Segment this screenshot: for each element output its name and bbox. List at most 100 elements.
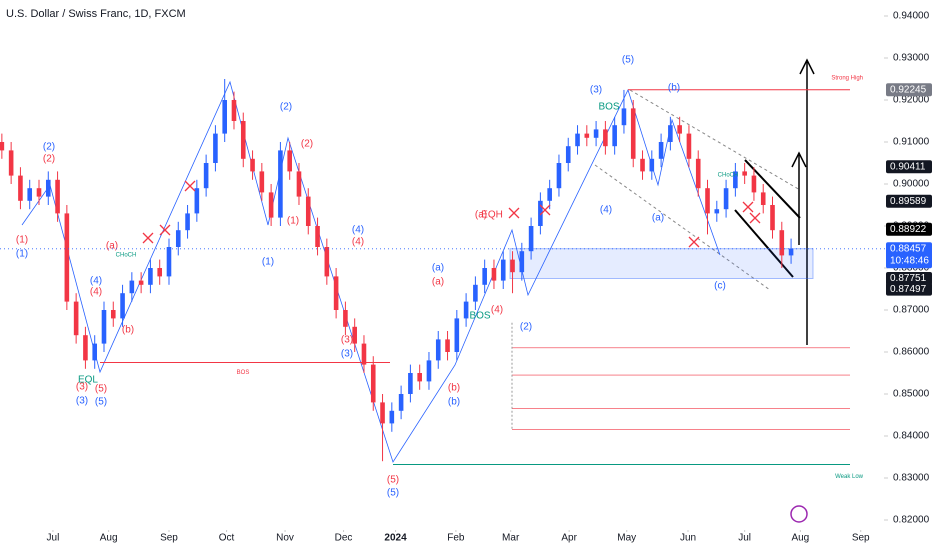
arrow-head	[799, 58, 815, 75]
price-tag	[886, 83, 932, 97]
wave-label: (3)	[590, 85, 602, 96]
x-tick-label: Aug	[791, 533, 809, 544]
candle-body	[370, 364, 376, 403]
wave-label: (b)	[668, 83, 680, 94]
y-tick-label: 0.82000	[893, 515, 930, 526]
candle-body	[473, 284, 478, 302]
candle-body	[380, 402, 385, 424]
candle-body	[649, 158, 655, 172]
x-mark	[159, 224, 171, 236]
wave-label: (4)	[90, 276, 102, 287]
candle-body	[788, 248, 794, 256]
candle-body	[454, 318, 460, 352]
candle-body	[315, 226, 320, 247]
wave-label: (a)	[652, 213, 664, 224]
level-label: Weak Low	[835, 474, 864, 480]
price-tag-label: 0.89589	[890, 196, 927, 207]
candle-body	[482, 268, 487, 285]
price-tag-label: 0.88922	[890, 224, 927, 235]
candle-body	[630, 108, 636, 159]
wave-label: (1)	[16, 249, 28, 260]
wave-label: (5)	[95, 397, 107, 408]
candle-body	[445, 339, 450, 352]
candle-body	[658, 142, 664, 159]
wave-label: BOS	[598, 102, 619, 113]
wave-label: (1)	[287, 216, 299, 227]
x-mark	[184, 180, 196, 192]
channel-line	[734, 209, 794, 278]
candle-body	[361, 343, 367, 365]
candle-body	[565, 146, 571, 163]
candle-body	[36, 188, 42, 197]
x-tick-label: Feb	[447, 533, 465, 544]
wave-label: (2)	[520, 322, 532, 333]
wave-label: (a)	[432, 263, 444, 274]
candle-body	[259, 171, 265, 193]
wave-label: (3)	[76, 382, 88, 393]
wave-label: CHoCH	[718, 173, 739, 179]
candle-body	[575, 133, 580, 147]
candle-body	[110, 310, 116, 319]
x-tick-label: Apr	[561, 533, 577, 544]
y-tick-label: 0.86000	[893, 347, 930, 358]
wave-label: CHoCH	[116, 253, 137, 259]
candle-body	[593, 129, 599, 138]
wave-label: (5)	[387, 475, 399, 486]
wave-label: (c)	[714, 281, 726, 292]
candle-body	[240, 121, 246, 159]
x-tick-label: Sep	[160, 533, 178, 544]
x-mark	[688, 236, 700, 248]
candle-body	[538, 200, 543, 226]
candle-body	[120, 293, 125, 319]
wave-label: (b)	[448, 397, 460, 408]
candle-body	[138, 280, 144, 285]
level-label: Strong High	[831, 75, 863, 81]
candle-body	[584, 133, 590, 138]
wave-label: (a)	[106, 241, 118, 252]
wave-label: (2)	[43, 154, 55, 165]
candle-body	[556, 163, 562, 189]
x-tick-label: Jul	[738, 533, 751, 544]
y-tick-label: 0.91000	[893, 137, 930, 148]
wave-label: (b)	[122, 325, 134, 336]
candle-body	[0, 142, 5, 151]
x-tick-label: Aug	[100, 533, 118, 544]
wave-label: (b)	[448, 383, 460, 394]
candle-body	[27, 188, 33, 201]
candle-body	[194, 188, 200, 214]
x-tick-label: Jul	[47, 533, 60, 544]
wave-label: EQL	[78, 375, 98, 386]
candle-body	[148, 268, 153, 285]
x-tick-label: Jun	[680, 533, 696, 544]
logo	[790, 505, 808, 523]
candle-body	[250, 158, 255, 172]
price-tag-label: 0.90411	[890, 161, 926, 172]
candle-body	[426, 360, 432, 382]
level-label: BOS	[237, 370, 250, 376]
x-tick-label: 2024	[384, 533, 407, 544]
candle-body	[714, 209, 720, 214]
candle-body	[500, 259, 506, 281]
price-tag	[886, 160, 932, 174]
candle-body	[101, 310, 107, 344]
wave-label: (4)	[600, 205, 612, 216]
candle-body	[55, 179, 60, 214]
y-tick-label: 0.84000	[893, 431, 930, 442]
price-tag	[886, 282, 932, 296]
candle-body	[157, 268, 163, 277]
wave-line	[21, 80, 721, 463]
y-tick-label: 0.93000	[893, 53, 930, 64]
y-tick-label: 0.87000	[893, 305, 930, 316]
price-tag-label: 0.88457	[890, 243, 927, 254]
x-tick-label: May	[617, 533, 636, 544]
wave-label: (4)	[352, 225, 364, 236]
candle-body	[491, 268, 497, 281]
wave-label: (3)	[341, 335, 353, 346]
candle-body	[640, 158, 645, 172]
candle-body	[695, 158, 701, 189]
wave-label: (a)	[432, 277, 444, 288]
y-tick-label: 0.90000	[893, 179, 930, 190]
x-mark	[142, 232, 154, 244]
price-tag-countdown: 10:48:46	[890, 255, 929, 266]
